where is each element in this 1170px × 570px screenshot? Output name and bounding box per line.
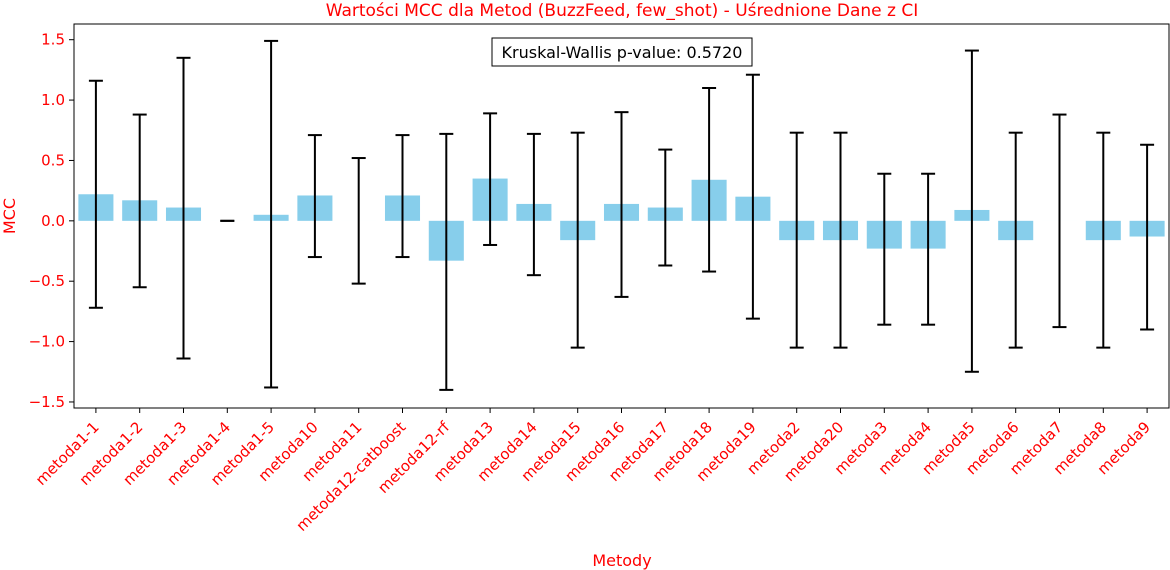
chart-title: Wartości MCC dla Metod (BuzzFeed, few_sh… <box>326 1 919 21</box>
error-bar-metoda19 <box>745 73 760 320</box>
error-bar-metoda12-rf <box>439 132 454 391</box>
error-bar-metoda17 <box>658 148 673 267</box>
error-bar-metoda1-1 <box>88 79 103 309</box>
y-tick-label: 0.5 <box>41 151 65 169</box>
error-bar-metoda9 <box>1140 143 1155 331</box>
x-axis-label: Metody <box>592 551 651 570</box>
error-bar-metoda18 <box>702 87 717 273</box>
error-bar-metoda13 <box>483 112 498 246</box>
error-bar-metoda10 <box>307 134 322 259</box>
error-bar-metoda1-2 <box>132 113 147 289</box>
error-bar-metoda5 <box>964 49 979 373</box>
annotation-text: Kruskal-Wallis p-value: 0.5720 <box>502 43 743 62</box>
annotation-box: Kruskal-Wallis p-value: 0.5720 <box>491 37 753 67</box>
error-bar-metoda1-5 <box>264 39 279 389</box>
y-tick-label: 1.0 <box>41 91 65 109</box>
error-bar-metoda6 <box>1008 131 1023 349</box>
error-bar-metoda14 <box>526 132 541 277</box>
error-bar-metoda15 <box>570 131 585 349</box>
error-bar-metoda4 <box>921 172 936 326</box>
y-tick-label: −1.5 <box>29 393 65 411</box>
y-tick-label: 1.5 <box>41 31 65 49</box>
error-bar-metoda1-3 <box>176 56 191 360</box>
y-tick-label: −1.0 <box>29 333 65 351</box>
error-bar-metoda8 <box>1096 131 1111 349</box>
error-bar-metoda3 <box>877 172 892 326</box>
y-axis-label: MCC <box>0 198 19 234</box>
y-tick-label: 0.0 <box>41 212 65 230</box>
error-bar-metoda7 <box>1052 113 1067 329</box>
error-bar-metoda20 <box>833 131 848 349</box>
error-bar-metoda2 <box>789 131 804 349</box>
error-bar-metoda16 <box>614 111 629 298</box>
error-bar-metoda12-catboost <box>395 134 410 259</box>
error-bar-metoda11 <box>351 157 366 285</box>
y-tick-label: −0.5 <box>29 272 65 290</box>
